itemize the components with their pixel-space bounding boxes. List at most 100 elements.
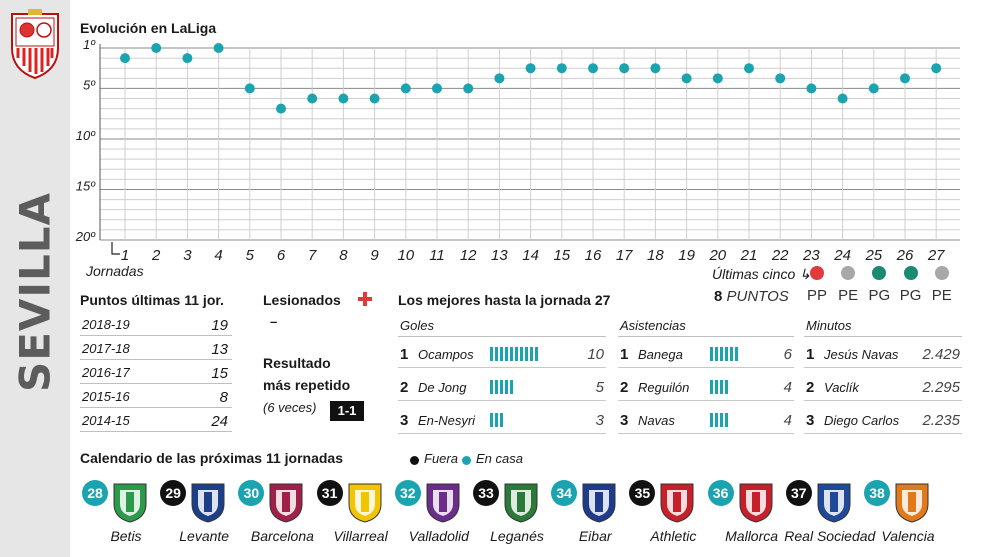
player-name: Ocampos (418, 347, 474, 362)
bar-tick (715, 413, 718, 427)
points-value: 13 (211, 341, 228, 358)
last-five-points: 8 PUNTOS (714, 288, 789, 305)
round-badge: 34 (551, 480, 578, 506)
team-name: Betis (110, 528, 142, 544)
data-point (369, 93, 380, 104)
data-point (182, 53, 193, 64)
injured-title: Lesionados (263, 292, 341, 308)
calendar-item: 30 Barcelona (238, 480, 328, 550)
table-row: 2018-19 19 (80, 312, 232, 336)
data-point (806, 83, 817, 94)
team-crest-logo (269, 483, 303, 523)
assists-row: 2 Reguilón 4 (618, 371, 794, 401)
x-tick-label: 23 (802, 247, 820, 264)
result-title-1: Resultado (263, 355, 331, 371)
x-tick-label: 21 (740, 247, 758, 264)
data-point (244, 83, 255, 94)
y-tick-label: 5º (83, 77, 96, 92)
form-dot (872, 266, 887, 280)
x-tick-label: 6 (277, 247, 286, 264)
rank: 2 (620, 379, 629, 396)
form-result-code: PG (868, 287, 891, 304)
x-tick-label: 11 (429, 247, 445, 264)
data-point (775, 73, 786, 84)
assists-row: 3 Navas 4 (618, 404, 794, 434)
table-row: 2015-16 8 (80, 384, 232, 408)
rank: 3 (400, 412, 409, 429)
bar-tick (535, 347, 538, 361)
data-point (120, 53, 130, 64)
bar-tick (735, 347, 738, 361)
team-name: Barcelona (250, 528, 314, 544)
round-badge: 29 (160, 480, 187, 506)
data-point (494, 73, 505, 84)
data-point (525, 63, 536, 74)
bar-tick (505, 347, 508, 361)
team-crest-logo (504, 483, 538, 523)
goals-row: 1 Ocampos 10 (398, 338, 606, 368)
player-name: En-Nesyri (418, 413, 476, 428)
bar-tick (720, 347, 723, 361)
goals-row: 3 En-Nesyri 3 (398, 404, 606, 434)
calendar-item: 28 Betis (82, 480, 172, 550)
team-name: Real Sociedad (784, 528, 876, 544)
data-point (837, 93, 848, 104)
away-legend-label: Fuera (424, 451, 458, 466)
result-title-2: más repetido (263, 377, 351, 393)
calendar-item: 32 Valladolid (394, 480, 485, 550)
data-point (276, 103, 286, 114)
bar-tick (510, 380, 513, 394)
table-row: 2016-17 15 (80, 360, 232, 384)
data-point (712, 73, 723, 84)
data-point (744, 63, 754, 74)
data-point (338, 93, 349, 104)
stat-value: 4 (783, 412, 792, 429)
x-tick-label: 25 (864, 247, 882, 264)
sidebar: SEVILLA (0, 0, 70, 557)
x-tick-label: 12 (460, 247, 477, 264)
x-tick-label: 22 (771, 247, 789, 264)
round-badge: 32 (394, 480, 421, 506)
x-tick-label: 19 (678, 247, 695, 264)
x-tick-label: 16 (585, 247, 602, 264)
injured-value: – (270, 314, 278, 329)
team-name: Valencia (881, 528, 935, 544)
bar-tick (510, 347, 513, 361)
bar-tick (490, 380, 493, 394)
bar-tick (500, 347, 503, 361)
rank: 3 (806, 412, 815, 429)
bar-tick (715, 380, 718, 394)
bar-tick (500, 413, 503, 427)
stat-value: 2.295 (922, 379, 960, 396)
x-tick-label: 27 (927, 247, 945, 264)
x-tick-label: 26 (896, 247, 914, 264)
rank: 1 (620, 346, 629, 363)
season-label: 2015-16 (82, 389, 130, 404)
data-point (432, 83, 442, 94)
round-badge: 35 (629, 480, 656, 506)
x-tick-label: 3 (183, 247, 192, 264)
points-value: 8 (219, 389, 228, 406)
medical-cross-icon (358, 292, 372, 306)
bar-tick (490, 347, 493, 361)
data-point (307, 93, 318, 104)
goals-row: 2 De Jong 5 (398, 371, 606, 401)
x-tick-label: 14 (522, 247, 539, 264)
minutes-row: 2 Vaclík 2.295 (804, 371, 962, 401)
y-tick-label: 10º (76, 128, 96, 143)
sevilla-crest-logo (11, 9, 59, 80)
bar-tick (725, 413, 728, 427)
player-name: Reguilón (638, 380, 690, 395)
bar-tick (520, 347, 523, 361)
chart-title: Evolución en LaLiga (80, 20, 217, 36)
x-tick-label: 1 (121, 247, 129, 264)
player-name: Diego Carlos (824, 413, 900, 428)
bar-tick (725, 347, 728, 361)
round-badge: 30 (238, 480, 265, 506)
season-label: 2017-18 (82, 341, 130, 356)
bar-tick (505, 380, 508, 394)
x-tick-label: 5 (246, 247, 255, 264)
team-crest-logo (660, 483, 694, 523)
calendar-item: 38 Valencia (864, 480, 954, 550)
best-title: Los mejores hasta la jornada 27 (398, 292, 611, 308)
